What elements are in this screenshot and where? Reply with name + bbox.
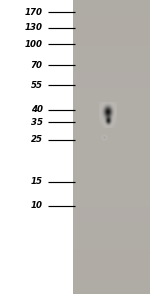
Text: 40: 40 [31, 106, 43, 114]
Text: 70: 70 [31, 61, 43, 70]
Text: 10: 10 [31, 201, 43, 210]
Text: 130: 130 [25, 24, 43, 32]
Text: 100: 100 [25, 40, 43, 49]
Bar [73, 0, 150, 294]
Text: 35: 35 [31, 118, 43, 126]
Text: 170: 170 [25, 8, 43, 17]
Text: 55: 55 [31, 81, 43, 90]
Text: 15: 15 [31, 177, 43, 186]
Text: 25: 25 [31, 135, 43, 144]
